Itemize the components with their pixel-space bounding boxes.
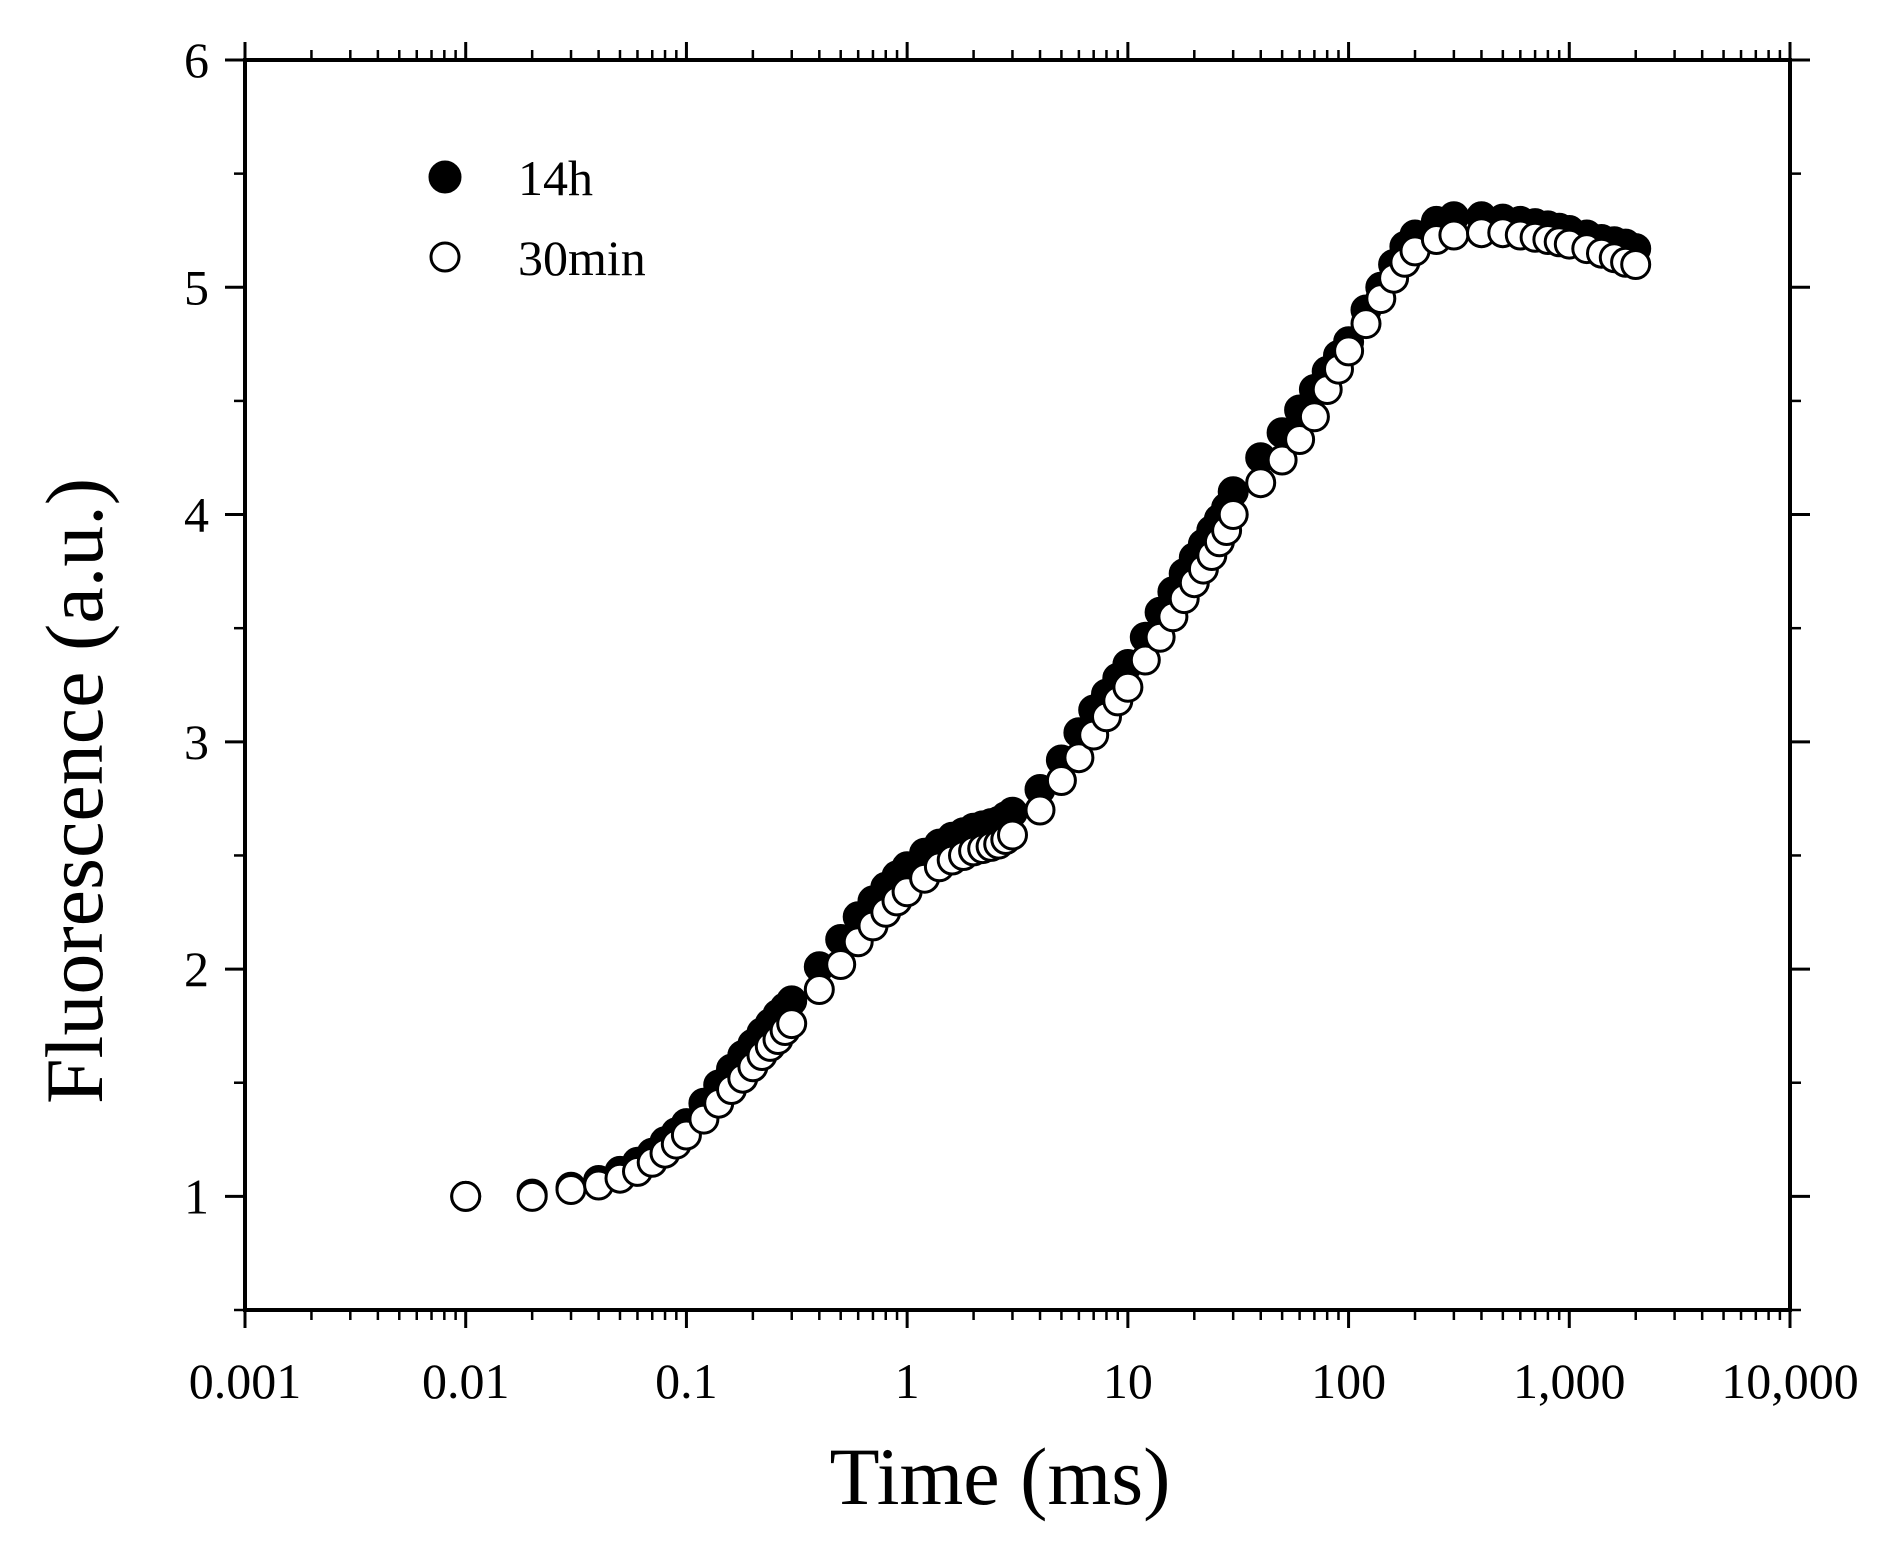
legend-label-14h: 14h bbox=[518, 150, 593, 206]
legend: 14h 30min bbox=[428, 150, 646, 286]
axis-ticks bbox=[225, 42, 1810, 1328]
data-point-30min bbox=[1217, 499, 1249, 530]
y-axis-title: Fluorescence (a.u.) bbox=[29, 478, 120, 1104]
data-point-30min bbox=[555, 1174, 587, 1205]
x-tick-label: 0.001 bbox=[189, 1353, 302, 1409]
data-point-30min bbox=[1024, 794, 1056, 826]
x-tick-label: 0.1 bbox=[655, 1353, 718, 1409]
data-point-30min bbox=[1063, 742, 1095, 774]
y-tick-label: 1 bbox=[184, 1168, 209, 1224]
x-tick-label: 10 bbox=[1103, 1353, 1153, 1409]
plot-border bbox=[243, 58, 1792, 1312]
x-tick-label: 10,000 bbox=[1721, 1353, 1859, 1409]
data-point-30min bbox=[1333, 335, 1365, 367]
y-tick-label: 2 bbox=[184, 941, 209, 997]
data-point-30min bbox=[1284, 424, 1316, 455]
data-point-30min bbox=[825, 949, 857, 980]
x-tick-label: 0.01 bbox=[422, 1353, 510, 1409]
data-point-30min bbox=[1298, 401, 1330, 433]
data-point-30min bbox=[1266, 444, 1298, 476]
plot-frame bbox=[243, 58, 1792, 1312]
data-point-30min bbox=[1438, 219, 1470, 251]
data-point-30min bbox=[1045, 765, 1077, 796]
data-point-30min bbox=[997, 819, 1028, 851]
data-point-30min bbox=[516, 1180, 548, 1212]
series-30min bbox=[450, 217, 1652, 1212]
legend-marker-14h bbox=[428, 160, 462, 194]
data-point-30min bbox=[803, 974, 835, 1005]
data-point-30min bbox=[1350, 308, 1382, 340]
data-point-30min bbox=[450, 1180, 482, 1212]
y-tick-label: 5 bbox=[184, 259, 209, 315]
data-point-30min bbox=[1245, 467, 1277, 499]
y-tick-label: 4 bbox=[184, 487, 209, 543]
series-layer bbox=[450, 201, 1652, 1212]
legend-marker-30min bbox=[429, 241, 461, 273]
data-point-30min bbox=[1112, 671, 1144, 703]
x-tick-label: 1,000 bbox=[1513, 1353, 1626, 1409]
y-tick-label: 3 bbox=[184, 714, 209, 770]
series-14h bbox=[450, 201, 1652, 1212]
data-point-30min bbox=[776, 1008, 808, 1040]
x-axis-title: Time (ms) bbox=[830, 1431, 1171, 1522]
x-tick-label: 1 bbox=[895, 1353, 920, 1409]
y-tick-label: 6 bbox=[184, 32, 209, 88]
data-point-30min bbox=[1620, 249, 1652, 280]
data-point-30min bbox=[1129, 644, 1161, 676]
axis-tick-labels: 0.001 0.01 0.1 1 10 100 1,000 10,000 1 2 3 4 5 6 bbox=[184, 32, 1859, 1409]
legend-label-30min: 30min bbox=[518, 230, 646, 286]
x-tick-label: 100 bbox=[1311, 1353, 1386, 1409]
